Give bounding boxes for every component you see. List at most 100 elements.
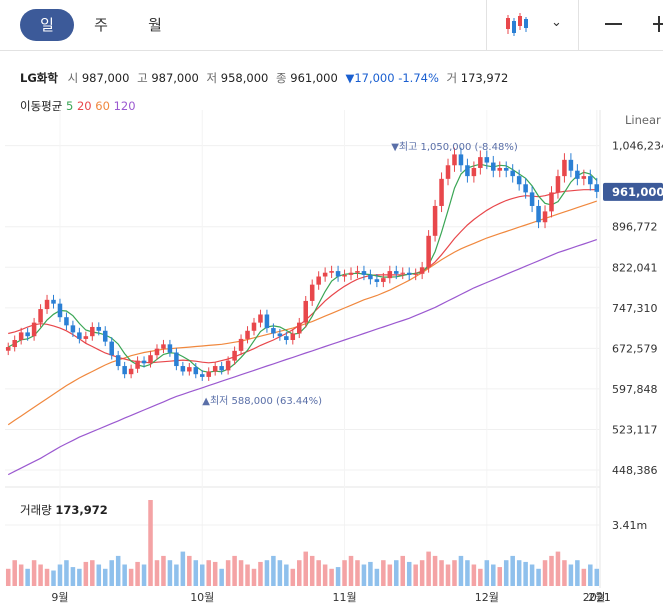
candle-body: [381, 278, 386, 282]
low-value: 958,000: [220, 71, 269, 85]
candle-body: [141, 360, 147, 364]
chevron-down-icon[interactable]: ⌄: [551, 15, 562, 30]
volume-bar: [575, 560, 580, 586]
volume-bar: [290, 568, 296, 586]
volume-bar: [122, 564, 127, 586]
candle-body: [77, 332, 82, 339]
volume-bar: [115, 555, 121, 586]
candle-body: [90, 326, 95, 337]
volume-bar: [555, 551, 561, 586]
volume-bar: [419, 560, 425, 586]
volume-bar: [400, 555, 406, 586]
volume-bar: [523, 561, 528, 586]
candlestick-icon[interactable]: [503, 10, 533, 40]
candle-body: [122, 366, 127, 375]
ma120-line: [7, 239, 597, 476]
candle-body: [439, 178, 444, 206]
candle-body: [57, 303, 63, 318]
candle-body: [277, 333, 283, 337]
volume-bar: [568, 564, 574, 586]
moving-average-legend[interactable]: 이동평균 5 20 60 120: [20, 98, 136, 114]
candle-body: [329, 271, 334, 273]
candle-body: [225, 360, 231, 371]
candle-body: [83, 336, 89, 339]
candle-body: [368, 274, 373, 280]
y-tick-label: 896,772: [612, 221, 658, 234]
candle-body: [271, 328, 276, 334]
y-tick-label: 523,117: [612, 423, 658, 436]
volume-bar: [491, 564, 496, 586]
volume-bar: [516, 560, 522, 586]
candle-body: [413, 273, 418, 275]
volume-bar: [148, 500, 153, 586]
candle-body: [161, 344, 166, 349]
candle-body: [484, 157, 490, 163]
volume-bar: [193, 560, 199, 586]
tab-day[interactable]: 일: [20, 9, 74, 41]
tab-month[interactable]: 월: [148, 16, 162, 34]
ma-120: 120: [113, 99, 136, 113]
candle-body: [374, 279, 380, 282]
candle-body: [400, 272, 406, 274]
candle-body: [290, 333, 296, 340]
open-label: 시: [67, 71, 79, 85]
volume-bar: [70, 567, 76, 586]
volume-bar: [374, 568, 380, 586]
line-tool-icon[interactable]: [605, 23, 622, 25]
volume-bar: [562, 560, 567, 586]
candle-body: [355, 271, 360, 273]
candle-body: [25, 332, 30, 337]
volume-bar: [303, 551, 308, 586]
candle-body: [206, 371, 211, 377]
volume-bar: [90, 560, 95, 586]
volume-bar: [238, 560, 244, 586]
volume-bar: [277, 560, 283, 586]
volume-bar: [335, 567, 341, 586]
volume-bar: [309, 555, 315, 586]
candle-body: [426, 235, 431, 268]
low-marker: ▲최저 588,000 (63.44%): [202, 395, 322, 407]
candle-body: [5, 347, 11, 351]
volume-bar: [381, 560, 386, 586]
candle-body: [581, 176, 587, 179]
candle-body: [458, 154, 464, 166]
volume-bar: [141, 564, 147, 586]
x-tick-label: 10월: [190, 591, 214, 604]
scale-toggle[interactable]: Linear: [625, 113, 661, 127]
volume-bar: [394, 560, 399, 586]
volume-bar: [96, 564, 102, 586]
candle-body: [555, 176, 561, 193]
volume-bar: [322, 564, 328, 586]
candle-body: [387, 271, 393, 279]
candle-body: [238, 338, 244, 351]
close-value: 961,000: [290, 71, 338, 85]
candle-body: [187, 367, 192, 372]
volume-bar: [284, 564, 289, 586]
volume-bar: [484, 560, 490, 586]
volume-bar: [187, 555, 192, 586]
candle-body: [284, 336, 289, 340]
volume-bar: [452, 560, 457, 586]
volume-bar: [316, 560, 321, 586]
high-label: 고: [137, 71, 148, 85]
tab-week[interactable]: 주: [94, 16, 108, 34]
volume-bar: [264, 560, 270, 586]
candle-body: [549, 192, 554, 212]
volume-bar: [510, 555, 515, 586]
toolbar-divider: [578, 0, 579, 50]
current-price-tag: [603, 182, 663, 201]
candle-body: [297, 322, 302, 334]
volume-bar: [102, 568, 108, 586]
candle-body: [588, 176, 593, 185]
volume-bar: [57, 564, 63, 586]
volume-bar: [355, 560, 360, 586]
candle-body: [258, 314, 263, 323]
candle-body: [303, 300, 308, 323]
candle-body: [503, 167, 509, 171]
change-value: ▼17,000 -1.74%: [345, 71, 439, 85]
volume-bar: [161, 555, 166, 586]
ma-5: 5: [65, 99, 74, 113]
y-tick-label: 747,310: [612, 302, 658, 315]
volume-bar: [536, 568, 541, 586]
